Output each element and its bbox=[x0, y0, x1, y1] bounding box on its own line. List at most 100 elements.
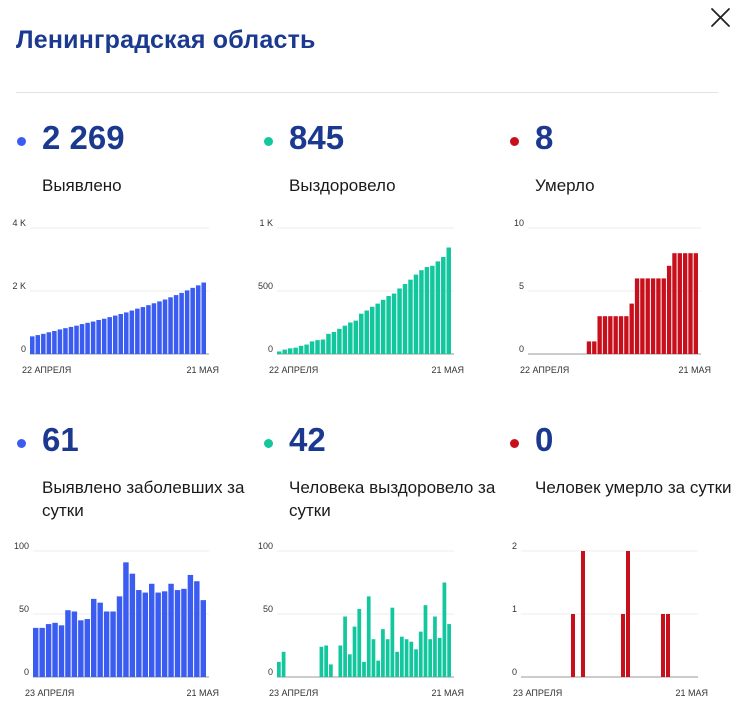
bar bbox=[404, 639, 409, 677]
bar bbox=[331, 331, 337, 354]
bar bbox=[293, 347, 298, 354]
bar bbox=[46, 332, 52, 354]
bar bbox=[190, 287, 195, 354]
detected-total-value: 2 269 bbox=[42, 119, 125, 156]
y-tick-label: 10 bbox=[514, 218, 524, 228]
bar bbox=[442, 582, 447, 677]
close-button[interactable] bbox=[708, 6, 732, 30]
series-dot bbox=[264, 137, 273, 146]
bar bbox=[447, 624, 451, 677]
bar bbox=[65, 610, 71, 677]
bar bbox=[418, 631, 423, 677]
y-tick-label: 0 bbox=[24, 667, 29, 677]
bar bbox=[666, 265, 672, 354]
y-tick-label: 500 bbox=[258, 281, 273, 291]
y-tick-label: 100 bbox=[14, 541, 29, 551]
series-dot bbox=[17, 439, 26, 448]
bar bbox=[78, 620, 84, 677]
bar bbox=[146, 305, 151, 354]
bar bbox=[608, 316, 613, 354]
page-title: Ленинградская область bbox=[16, 26, 316, 54]
bar bbox=[107, 317, 112, 354]
recovered-daily-label: Человека выздоровело за сутки bbox=[289, 478, 496, 520]
bar bbox=[324, 645, 329, 677]
bar bbox=[337, 328, 342, 354]
x-end-label: 21 МАЯ bbox=[186, 688, 219, 698]
x-end-label: 21 МАЯ bbox=[675, 688, 708, 698]
bar bbox=[661, 278, 666, 354]
recovered-daily-chart: 0 50 100 23 АПРЕЛЯ 21 МАЯ bbox=[258, 541, 464, 698]
y-tick-label: 50 bbox=[263, 604, 273, 614]
bar bbox=[408, 279, 413, 354]
panel-deaths-total: 8 Умерло 0 5 10 22 АПРЕЛЯ 21 МАЯ bbox=[509, 0, 745, 375]
bar bbox=[85, 322, 90, 354]
bar bbox=[63, 328, 68, 354]
bar bbox=[161, 591, 168, 677]
bar bbox=[437, 637, 442, 677]
bar bbox=[116, 596, 123, 677]
y-tick-label: 0 bbox=[268, 344, 273, 354]
bar bbox=[281, 651, 286, 677]
bar bbox=[124, 312, 129, 354]
bar bbox=[195, 285, 201, 354]
bar bbox=[149, 583, 155, 677]
recovered-total-chart: 0 500 1 K 22 АПРЕЛЯ 21 МАЯ bbox=[258, 218, 464, 375]
bar bbox=[181, 588, 187, 677]
bar bbox=[672, 253, 677, 354]
bar bbox=[441, 256, 446, 354]
panel-recovered-total: 845 Выздоровело 0 500 1 K 22 АПРЕЛЯ 21 МАЯ bbox=[258, 0, 503, 375]
bar bbox=[304, 344, 309, 354]
x-start-label: 22 АПРЕЛЯ bbox=[269, 365, 318, 375]
bar bbox=[201, 282, 206, 354]
bar bbox=[326, 333, 331, 354]
bar bbox=[682, 253, 688, 354]
bar bbox=[661, 614, 665, 677]
bar bbox=[103, 611, 110, 677]
bar bbox=[162, 299, 168, 354]
bar bbox=[187, 574, 194, 677]
bar bbox=[391, 293, 397, 354]
bar bbox=[371, 639, 376, 677]
bar bbox=[58, 625, 65, 677]
bar bbox=[362, 661, 366, 677]
bar bbox=[118, 313, 124, 354]
bar bbox=[613, 316, 618, 354]
x-start-label: 23 АПРЕЛЯ bbox=[25, 688, 74, 698]
bar bbox=[79, 324, 85, 354]
bar bbox=[390, 607, 395, 677]
bar bbox=[414, 649, 418, 677]
detected-daily-value: 61 bbox=[42, 421, 79, 458]
bar bbox=[618, 316, 624, 354]
bar bbox=[52, 622, 58, 677]
bar bbox=[112, 315, 118, 354]
bar bbox=[688, 253, 693, 354]
header-divider bbox=[16, 92, 718, 93]
x-end-label: 21 МАЯ bbox=[678, 365, 711, 375]
bar bbox=[597, 316, 602, 354]
close-icon bbox=[711, 8, 730, 27]
deaths-daily-label: Человек умерло за сутки bbox=[535, 478, 732, 497]
bar bbox=[656, 278, 661, 354]
y-tick-label: 0 bbox=[519, 344, 524, 354]
deaths-daily-chart: 0 1 2 23 АПРЕЛЯ 21 МАЯ bbox=[512, 541, 708, 698]
recovered-total-value: 845 bbox=[289, 119, 345, 156]
y-tick-label: 1 K bbox=[259, 218, 273, 228]
y-tick-label: 5 bbox=[519, 281, 524, 291]
bar bbox=[626, 551, 630, 677]
series-dot bbox=[17, 137, 26, 146]
bar bbox=[395, 651, 399, 677]
bar bbox=[30, 336, 35, 354]
bar bbox=[277, 351, 282, 354]
bar bbox=[110, 611, 116, 677]
x-end-label: 21 МАЯ bbox=[431, 365, 464, 375]
recovered-daily-value: 42 bbox=[289, 421, 326, 458]
bar bbox=[369, 306, 375, 354]
bar bbox=[376, 660, 381, 677]
bar bbox=[184, 290, 190, 354]
bar bbox=[375, 303, 380, 354]
bar bbox=[571, 614, 575, 677]
bar bbox=[693, 253, 698, 354]
deaths-total-label: Умерло bbox=[535, 176, 595, 195]
bar bbox=[135, 308, 140, 354]
bar bbox=[428, 639, 433, 677]
